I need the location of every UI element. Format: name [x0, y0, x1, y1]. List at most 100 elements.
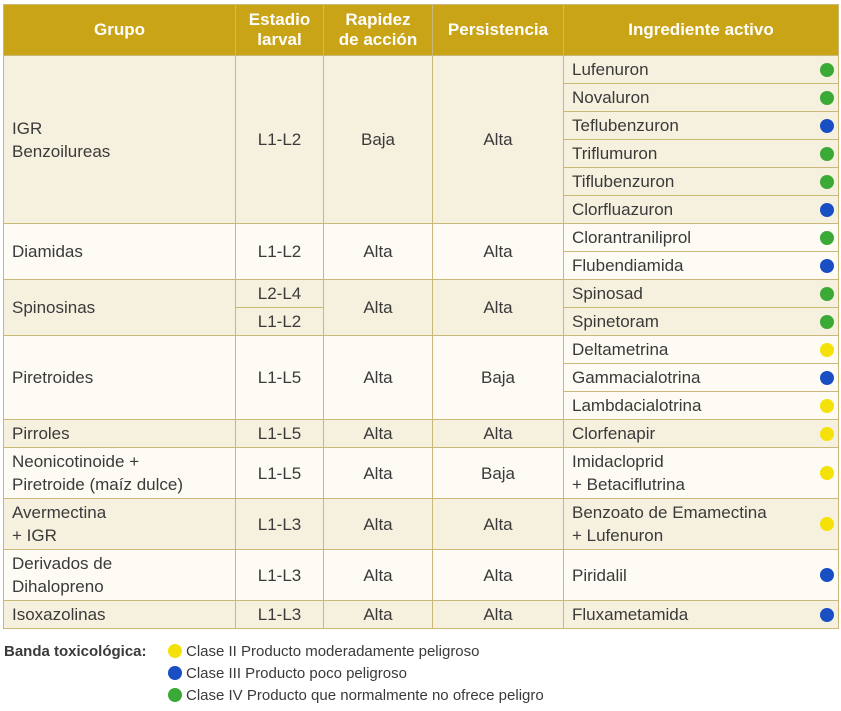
ingredient-text: Spinosad	[572, 284, 643, 303]
table-row: Avermectina + IGR L1-L3 Alta Alta Benzoato de…	[3, 498, 839, 550]
legend-dot	[168, 666, 182, 680]
group-text: Derivados de	[12, 554, 113, 573]
ingredient-text: Benzoato de Emamectina	[572, 503, 767, 522]
header-text: Rapidez	[345, 10, 411, 29]
ingredient-name: Benzoato de Emamectina + Lufenuron	[572, 501, 767, 547]
speed-text: Alta	[363, 463, 393, 483]
ingredient: Lambdacialotrina	[572, 394, 834, 417]
header-text: Grupo	[94, 20, 145, 39]
persistence-cell: Baja	[432, 447, 564, 499]
ingredient-cell: Tiflubenzuron	[563, 167, 839, 196]
group-text: Isoxazolinas	[12, 605, 106, 624]
table-header: Grupo Estadio larval Rapidez de acción Persis…	[3, 4, 839, 56]
ingredient-name: Clorantraniliprol	[572, 226, 691, 249]
ingredient: Gammacialotrina	[572, 366, 834, 389]
group-text: Dihalopreno	[12, 577, 104, 596]
group-text: + IGR	[12, 526, 57, 545]
ingredient: Deltametrina	[572, 338, 834, 361]
toxicity-dot	[820, 398, 834, 413]
ingredient-cell: Gammacialotrina	[563, 363, 839, 392]
ingredient: Flubendiamida	[572, 254, 834, 277]
persistence-text: Baja	[480, 463, 516, 483]
group-text: Avermectina	[12, 503, 107, 522]
group-cell: Isoxazolinas	[3, 600, 236, 629]
stage-cell: L1-L2	[235, 55, 324, 224]
header-text: de acción	[338, 30, 418, 49]
speed-cell: Alta	[323, 419, 433, 448]
ingredient-text: Clorantraniliprol	[572, 228, 692, 247]
table-row: Neonicotinoide + Piretroide (maíz dulce) L…	[3, 447, 839, 499]
stage-text: L1-L2	[257, 130, 302, 149]
ingredient-cell: Flubendiamida	[563, 251, 839, 280]
stage-cell: L1-L3	[235, 549, 324, 601]
table-row: IGR Benzoilureas L1-L2 Baja Alta Lufenuron	[3, 55, 839, 224]
ingredient-text: Imidacloprid	[572, 452, 664, 471]
legend-row: Clase III Producto poco peligroso	[4, 662, 544, 684]
table-body: IGR Benzoilureas L1-L2 Baja Alta Lufenuron Nov…	[3, 55, 839, 629]
ingredient-cell: Deltametrina	[563, 335, 839, 364]
ingredient-text: Clorfenapir	[572, 424, 656, 443]
ingredient-text: + Betaciflutrina	[572, 475, 685, 494]
group-text: Neonicotinoide +	[12, 452, 140, 471]
stage-cell: L2-L4	[235, 279, 324, 308]
ingredient-name: Teflubenzuron	[572, 114, 679, 137]
ingredient-cell: Benzoato de Emamectina + Lufenuron	[563, 498, 839, 550]
group-text: Piretroide (maíz dulce)	[12, 475, 184, 494]
toxicity-dot	[820, 568, 834, 582]
stage-cell: L1-L5	[235, 419, 324, 448]
toxicity-dot	[820, 174, 834, 189]
speed-text: Alta	[363, 605, 393, 624]
table-row: Piretroides L1-L5 Alta Baja Deltametrina	[3, 335, 839, 420]
toxicity-dot	[820, 118, 834, 133]
ingredient: Lufenuron	[572, 58, 834, 81]
body: {"table": { "headers": [["Grupo"], ["Est…	[0, 4, 841, 711]
speed-cell: Alta	[323, 600, 433, 629]
stage-text: L1-L3	[257, 605, 302, 624]
toxicity-dot	[820, 314, 834, 329]
speed-cell: Alta	[323, 335, 433, 420]
ingredient-name: Gammacialotrina	[572, 366, 701, 389]
ingredient-name: Spinetoram	[572, 310, 659, 333]
ingredient-text: Fluxametamida	[572, 605, 689, 624]
ingredient-text: Teflubenzuron	[572, 116, 679, 135]
ingredient: Clorantraniliprol	[572, 226, 834, 249]
header-text: larval	[257, 30, 302, 49]
ingredient-name: Spinosad	[572, 282, 643, 305]
column-header: Rapidez de acción	[323, 4, 433, 56]
persistence-text: Alta	[483, 424, 513, 443]
ingredient-name: Imidacloprid + Betaciflutrina	[572, 450, 685, 496]
column-header: Persistencia	[432, 4, 564, 56]
column-header: Grupo	[3, 4, 236, 56]
stage-cell: L1-L5	[235, 335, 324, 420]
ingredient-text: Clorfluazuron	[572, 200, 674, 219]
ingredient: Clorfenapir	[572, 422, 834, 445]
speed-cell: Alta	[323, 498, 433, 550]
ingredient-text: Lufenuron	[572, 60, 649, 79]
persistence-text: Alta	[483, 298, 513, 317]
stage-text: L1-L2	[257, 312, 302, 331]
toxicity-dot	[820, 517, 834, 531]
ingredient-text: Novaluron	[572, 88, 650, 107]
ingredient-cell: Spinosad	[563, 279, 839, 308]
group-cell: Diamidas	[3, 223, 236, 280]
stage-cell: L1-L2	[235, 307, 324, 336]
group-text: Piretroides	[12, 368, 94, 387]
toxicity-dot	[820, 466, 834, 480]
ingredient: Fluxametamida	[572, 603, 834, 626]
legend-dot	[168, 688, 182, 702]
toxicity-dot	[820, 342, 834, 357]
stage-text: L1-L3	[257, 514, 302, 534]
ingredient-cell: Clorfluazuron	[563, 195, 839, 224]
ingredient-text: Lambdacialotrina	[572, 396, 702, 415]
legend: Banda toxicológica: Clase II Producto mod…	[4, 640, 544, 706]
group-cell: Pirroles	[3, 419, 236, 448]
speed-text: Baja	[360, 130, 396, 149]
speed-text: Alta	[363, 424, 393, 443]
ingredient-cell: Spinetoram	[563, 307, 839, 336]
ingredient: Imidacloprid + Betaciflutrina	[572, 450, 834, 496]
insecticide-table: Grupo Estadio larval Rapidez de acción Persis…	[3, 4, 839, 629]
persistence-text: Alta	[483, 514, 513, 534]
toxicity-dot	[820, 146, 834, 161]
ingredient: Spinetoram	[572, 310, 834, 333]
legend-row: Clase IV Producto que normalmente no ofr…	[4, 684, 544, 706]
